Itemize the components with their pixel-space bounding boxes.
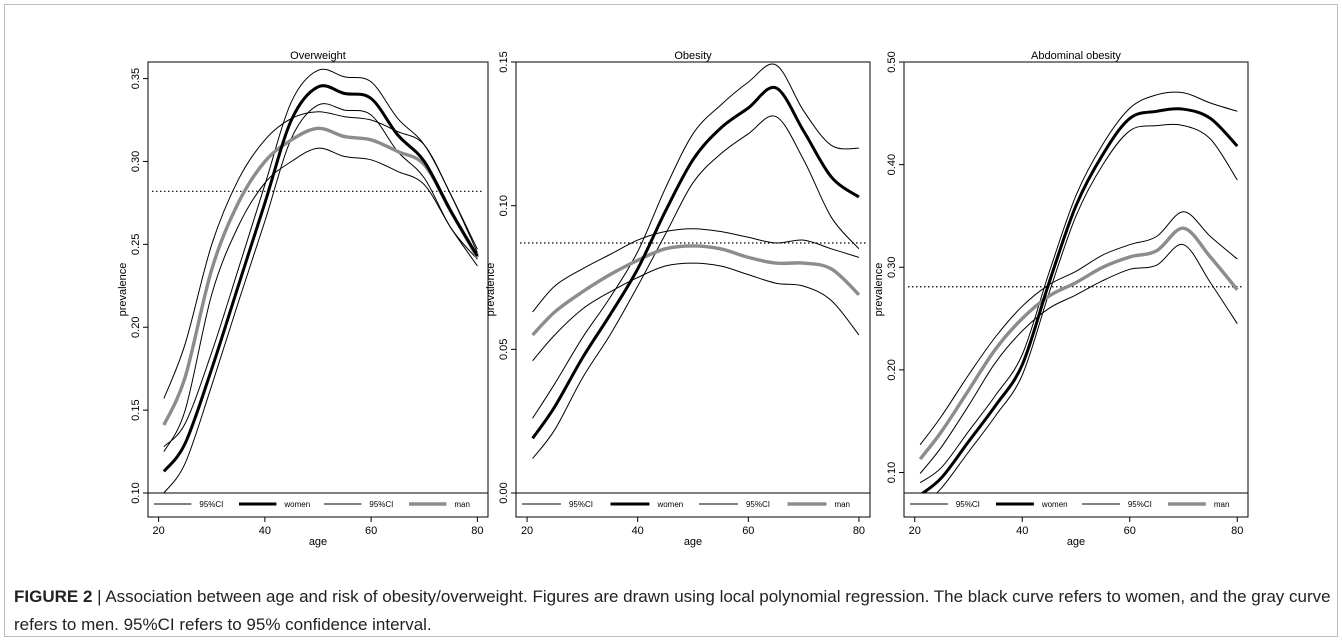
caption-separator: | (92, 587, 106, 606)
y-tick-label: 0.05 (498, 339, 510, 360)
y-tick-label: 0.15 (130, 399, 142, 420)
legend-label: man (1214, 500, 1230, 509)
x-tick-label: 40 (1016, 525, 1028, 537)
legend-label: 95%CI (369, 500, 393, 509)
figure-frame (4, 4, 1338, 637)
legend-label: women (283, 500, 310, 509)
x-axis-label: age (684, 536, 702, 548)
panel-title: Obesity (674, 50, 712, 62)
series-line-man (918, 226, 1239, 461)
y-axis-label: prevalence (485, 263, 497, 317)
y-axis-label: prevalence (117, 263, 129, 317)
y-axis-label: prevalence (873, 263, 885, 317)
series-line-women (920, 107, 1239, 493)
legend-label: 95%CI (956, 500, 980, 509)
x-tick-label: 40 (259, 525, 271, 537)
x-tick-label: 80 (853, 525, 865, 537)
legend-label: 95%CI (569, 500, 593, 509)
series-line-women (531, 85, 860, 440)
x-tick-label: 60 (365, 525, 377, 537)
y-tick-label: 0.30 (886, 257, 898, 278)
panel-overweight: Overweight 95%CI women 95%CI man 20 40 60 80 age 0… (117, 50, 489, 548)
x-tick-label: 60 (1124, 525, 1136, 537)
y-tick-label: 0.10 (886, 462, 898, 483)
x-tick-label: 40 (632, 525, 644, 537)
y-tick-label: 0.30 (130, 151, 142, 172)
y-tick-label: 0.35 (130, 68, 142, 89)
x-tick-label: 20 (153, 525, 165, 537)
x-tick-label: 80 (1231, 525, 1243, 537)
x-axis-label: age (309, 536, 327, 548)
series-line-women (162, 84, 479, 473)
series-group (918, 91, 1239, 493)
figure-caption: FIGURE 2 | Association between age and r… (14, 583, 1334, 639)
ci-line-man (919, 244, 1238, 474)
ci-line-women (163, 68, 478, 447)
ci-line-man (163, 111, 478, 399)
legend-label: 95%CI (199, 500, 223, 509)
y-tick-label: 0.10 (130, 482, 142, 503)
y-tick-label: 0.40 (886, 154, 898, 175)
x-tick-label: 20 (909, 525, 921, 537)
caption-text: Association between age and risk of obes… (14, 587, 1331, 634)
figure-plots: Overweight 95%CI women 95%CI man 20 40 60 80 age 0… (117, 50, 1249, 548)
ci-line-women (532, 115, 860, 459)
y-tick-label: 0.20 (886, 359, 898, 380)
ci-line-man (163, 147, 478, 452)
y-tick-label: 0.10 (498, 195, 510, 216)
ci-line-women (936, 123, 1238, 493)
ci-line-man (532, 228, 860, 313)
legend-label: women (1041, 500, 1068, 509)
y-tick-label: 0.15 (498, 51, 510, 72)
legend-label: 95%CI (746, 500, 770, 509)
ci-line-man (532, 262, 860, 362)
x-axis-label: age (1067, 536, 1085, 548)
legend-label: man (454, 500, 470, 509)
ci-line-women (532, 63, 859, 419)
ci-line-women (919, 91, 1238, 484)
y-tick-label: 0.00 (498, 482, 510, 503)
y-tick-label: 0.25 (130, 234, 142, 255)
series-group (162, 68, 479, 493)
series-line-man (162, 126, 479, 426)
panel-obesity: Obesity 95%CI women 95%CI man 20 40 60 80 age 0.00… (485, 50, 871, 548)
x-tick-label: 60 (742, 525, 754, 537)
ci-line-man (919, 211, 1238, 446)
panel-title: Overweight (290, 50, 346, 62)
x-tick-label: 20 (521, 525, 533, 537)
legend-label: women (656, 500, 683, 509)
series-group (531, 63, 861, 459)
y-tick-label: 0.20 (130, 317, 142, 338)
panel-title: Abdominal obesity (1031, 50, 1121, 62)
legend-label: 95%CI (1128, 500, 1152, 509)
x-tick-label: 80 (471, 525, 483, 537)
series-line-man (531, 244, 861, 337)
caption-label: FIGURE 2 (14, 587, 93, 606)
y-tick-label: 0.50 (886, 51, 898, 72)
panel-abdominal-obesity: Abdominal obesity 95%CI women 95%CI man 20 40 6… (873, 50, 1249, 548)
legend-label: man (834, 500, 850, 509)
